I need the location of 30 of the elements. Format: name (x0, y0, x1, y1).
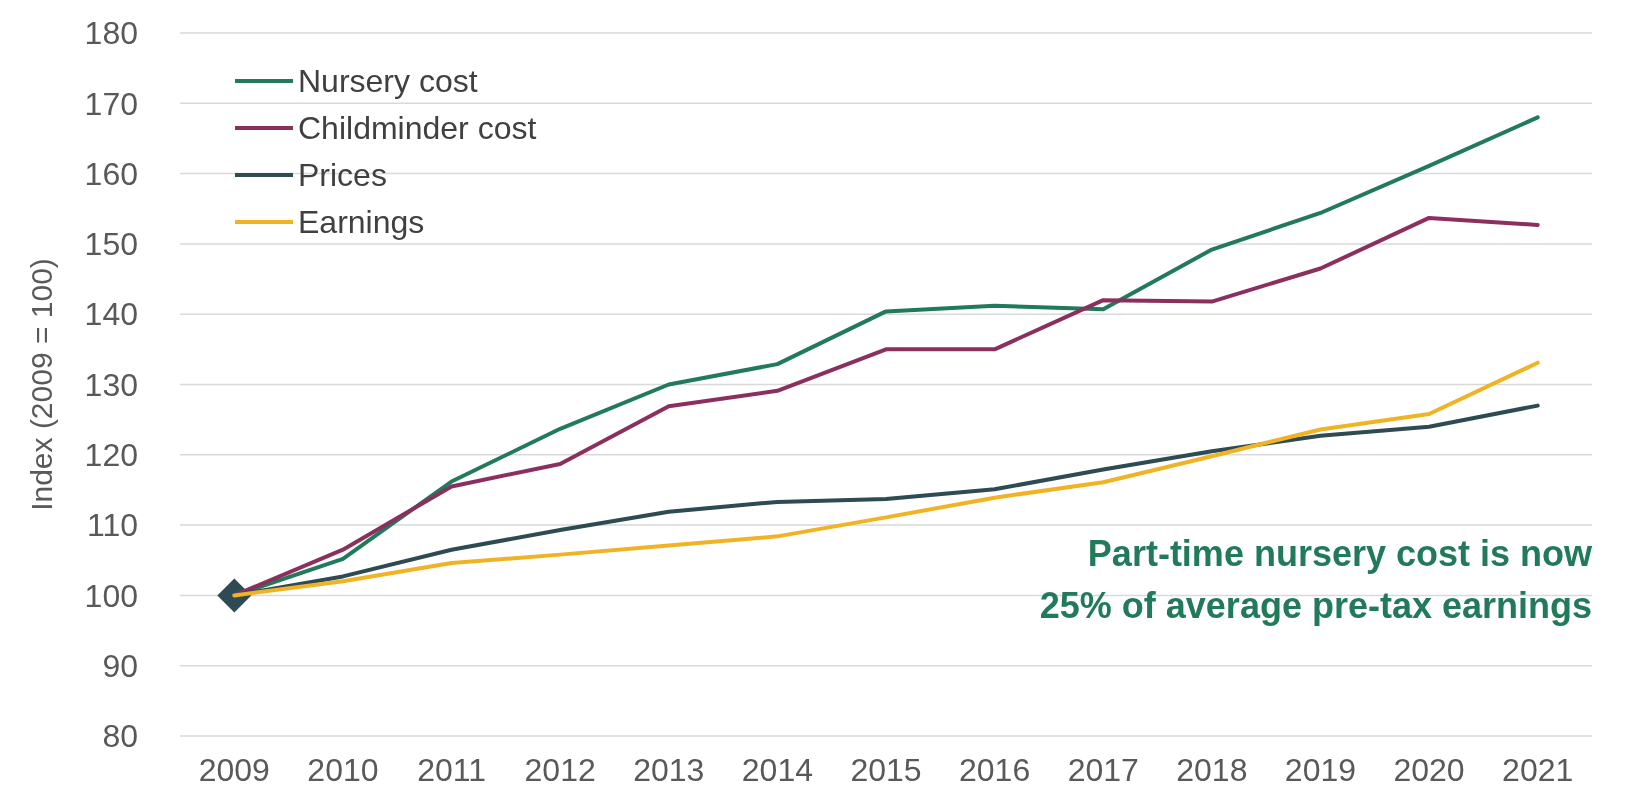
x-tick-label: 2017 (1067, 752, 1139, 788)
x-tick-label: 2011 (417, 752, 486, 788)
x-tick-label: 2012 (524, 752, 596, 788)
x-tick-label: 2015 (850, 752, 922, 788)
x-tick-label: 2020 (1393, 752, 1465, 788)
y-axis-title: Index (2009 = 100) (25, 258, 58, 511)
y-tick-label: 120 (84, 437, 138, 473)
annotation: Part-time nursery cost is now 25% of average pre-tax earnings (1039, 533, 1593, 626)
y-tick-label: 160 (84, 155, 138, 192)
y-tick-label: 150 (84, 226, 138, 263)
y-tick-label: 80 (102, 718, 138, 755)
y-tick-label: 180 (84, 15, 138, 52)
y-tick-label: 140 (84, 296, 138, 333)
x-tick-label: 2013 (633, 752, 705, 788)
y-tick-label: 110 (86, 507, 138, 544)
y-tick-label: 100 (84, 577, 138, 614)
legend-label: Childminder cost (298, 110, 537, 147)
legend-label: Earnings (298, 204, 425, 241)
x-tick-label: 2009 (198, 752, 270, 788)
x-tick-label: 2019 (1284, 752, 1357, 788)
y-tick-label: 170 (84, 85, 138, 122)
legend-label: Prices (298, 157, 387, 194)
y-tick-label: 90 (102, 647, 138, 684)
y-tick-label: 130 (84, 366, 138, 403)
x-tick-label: 2016 (959, 752, 1031, 788)
x-tick-label: 2014 (741, 752, 813, 788)
legend-label: Nursery cost (298, 63, 478, 100)
x-tick-label: 2021 (1502, 752, 1574, 788)
x-tick-label: 2018 (1176, 752, 1248, 788)
x-tick-label: 2010 (307, 752, 379, 788)
